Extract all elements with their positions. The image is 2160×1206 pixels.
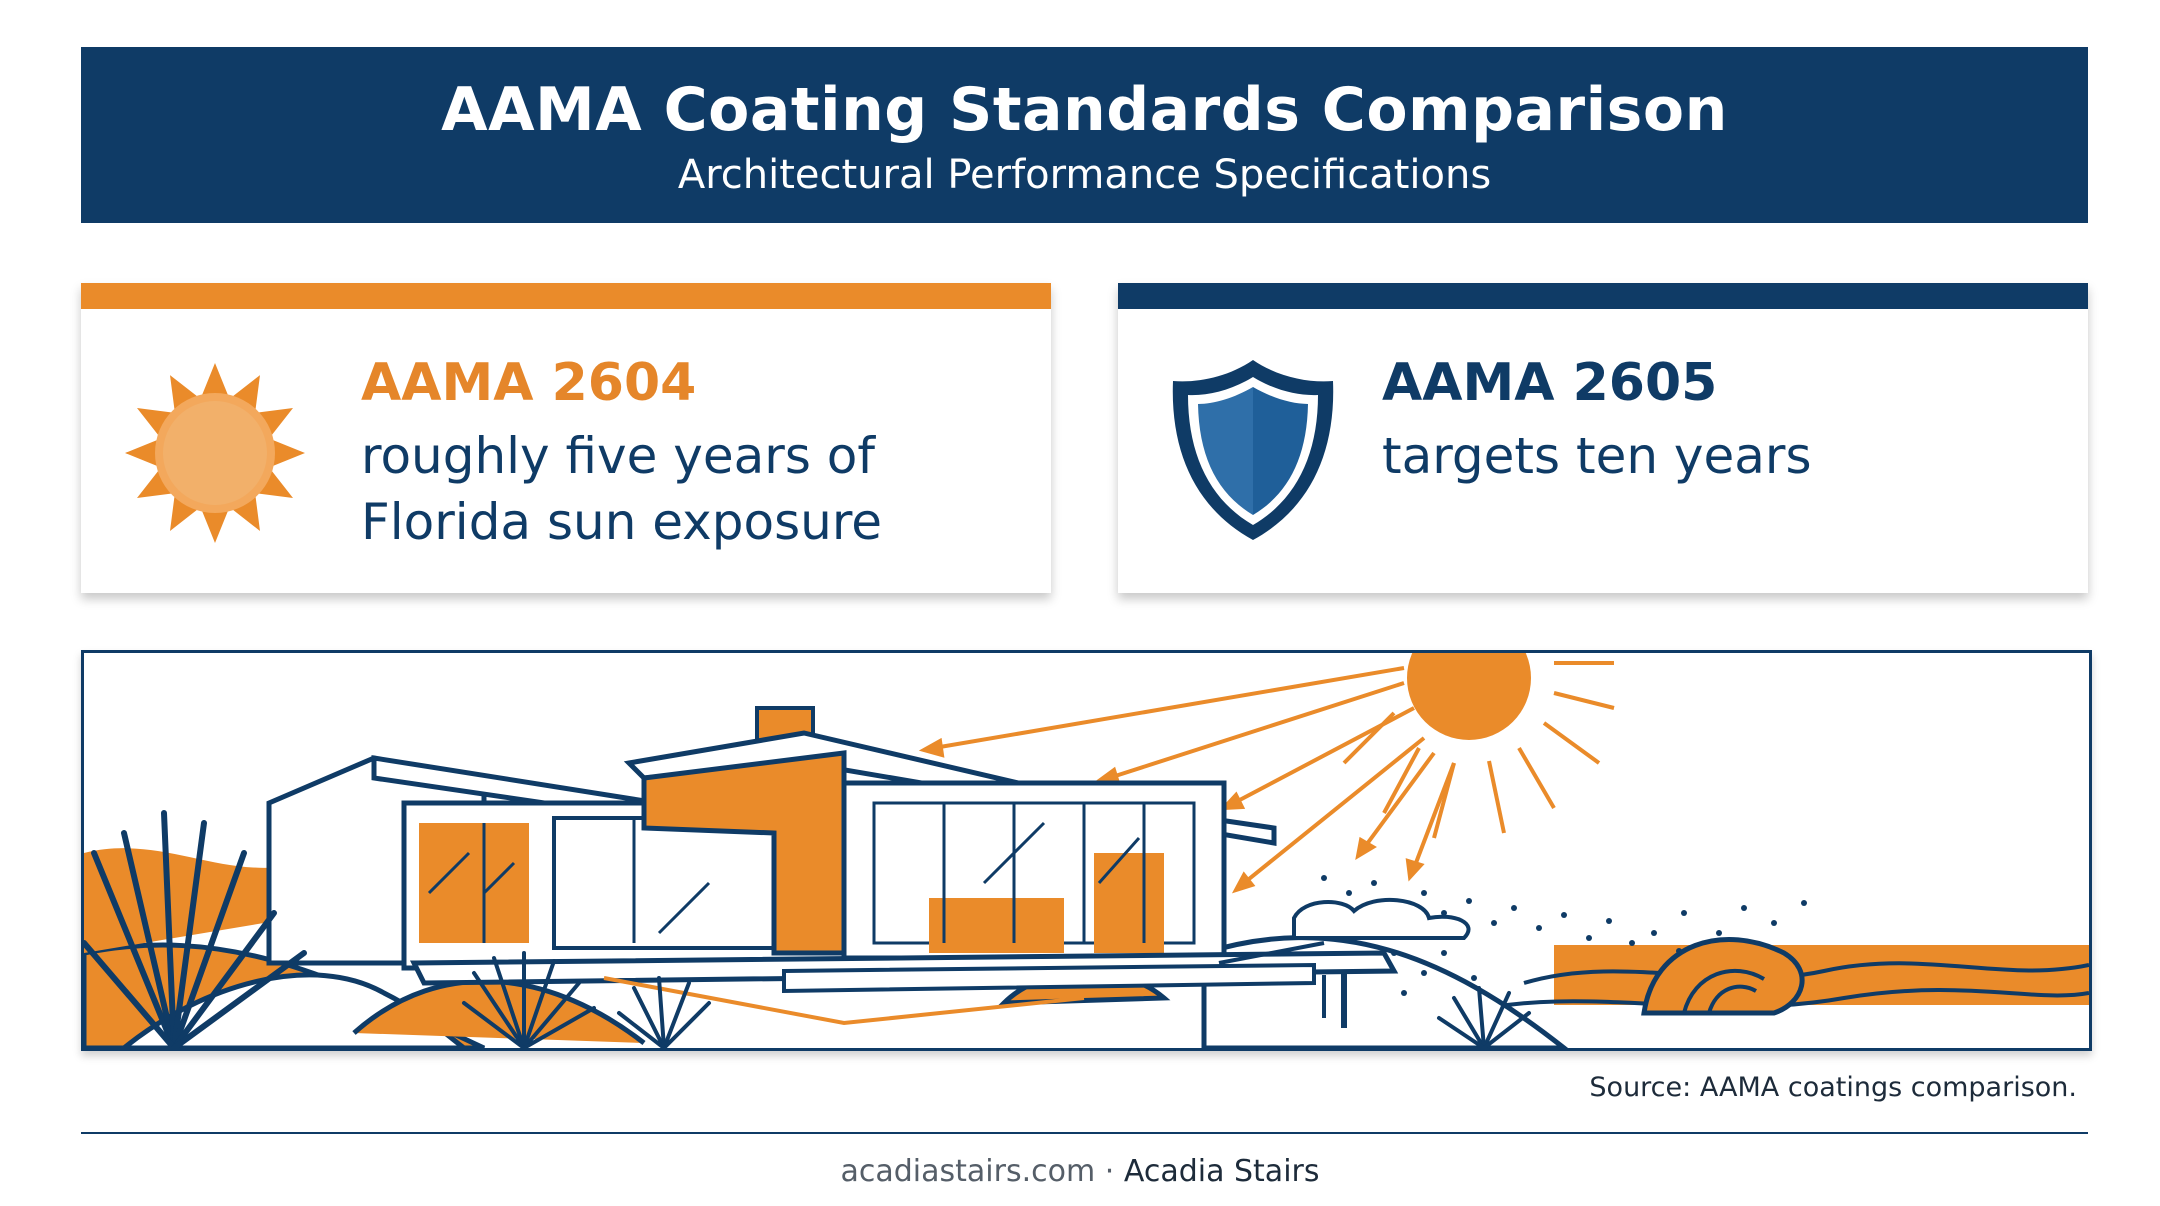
header-banner: AAMA Coating Standards Comparison Archit…: [81, 47, 2088, 223]
footer-site: acadiastairs.com: [840, 1154, 1096, 1189]
card-accent-bar: [1118, 283, 2088, 309]
source-note: Source: AAMA coatings comparison.: [1589, 1072, 2077, 1103]
card-description: targets ten years: [1382, 427, 1812, 485]
shield-icon: [1172, 360, 1334, 540]
card-name: AAMA 2605: [1382, 353, 1718, 413]
card-description: roughly five years of Florida sun exposu…: [361, 427, 883, 551]
page-title: AAMA Coating Standards Comparison: [441, 75, 1728, 145]
footer: acadiastairs.com · Acadia Stairs: [0, 1154, 2160, 1189]
footer-divider: [81, 1132, 2088, 1134]
sun-icon: [125, 363, 305, 543]
illustration-svg: [84, 653, 2089, 1048]
card-name: AAMA 2604: [361, 353, 697, 413]
card-accent-bar: [81, 283, 1051, 309]
card-aama-2604: AAMA 2604 roughly five years of Florida …: [81, 283, 1051, 593]
footer-brand: Acadia Stairs: [1123, 1154, 1320, 1189]
coastal-house-illustration: [81, 650, 2092, 1051]
page-subtitle: Architectural Performance Specifications: [677, 152, 1492, 198]
footer-separator: ·: [1095, 1154, 1124, 1189]
card-aama-2605: AAMA 2605 targets ten years: [1118, 283, 2088, 593]
